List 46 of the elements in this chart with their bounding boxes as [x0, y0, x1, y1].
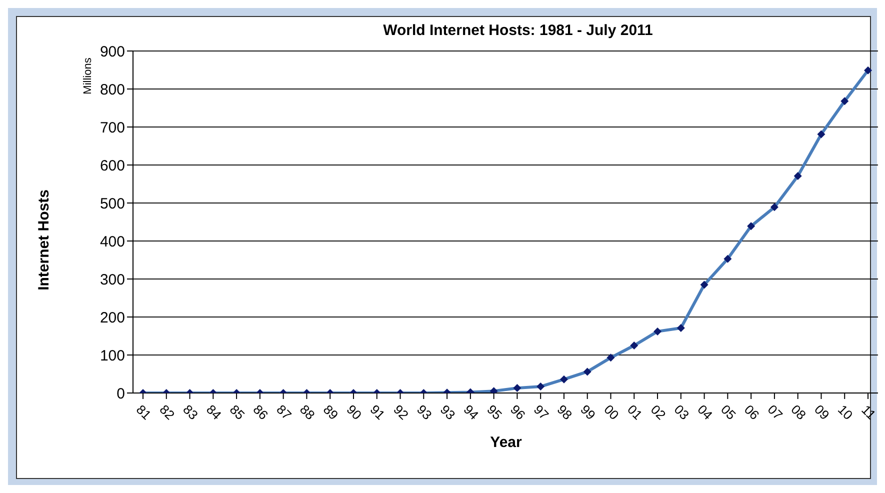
x-tick-label: 11 — [858, 402, 879, 422]
chart-title: World Internet Hosts: 1981 - July 2011 — [382, 22, 654, 39]
y-tick-label: 700 — [100, 119, 125, 136]
x-tick-label: 89 — [320, 402, 342, 423]
x-tick-label: 03 — [671, 402, 692, 423]
y-tick-label: 800 — [100, 81, 125, 98]
text: Millions — [82, 58, 94, 94]
x-tick-label: 04 — [694, 402, 716, 423]
x-tick-label: 00 — [601, 402, 622, 423]
x-tick-label: 90 — [344, 402, 365, 423]
x-tick-label: 85 — [226, 402, 248, 423]
y-tick-label: 600 — [100, 157, 125, 174]
y-tick-label: 400 — [100, 233, 125, 250]
y-tick-label: 0 — [116, 385, 125, 402]
x-tick-label: 98 — [554, 402, 576, 423]
x-tick-label: 83 — [180, 402, 201, 423]
x-tick-label: 88 — [297, 402, 318, 423]
x-tick-label: 99 — [578, 402, 599, 423]
x-tick-label: 84 — [203, 402, 224, 423]
x-tick-label: 95 — [484, 402, 505, 423]
y-axis-title: Internet Hosts — [36, 190, 52, 290]
y-tick-label: 300 — [100, 271, 125, 288]
y-tick-label: 900 — [100, 43, 125, 60]
y-tick-label: 100 — [100, 347, 125, 364]
x-tick-label: 91 — [367, 402, 388, 423]
x-tick-label: 93 — [437, 402, 458, 423]
x-tick-label: 01 — [624, 402, 646, 423]
x-tick-label: 06 — [741, 402, 762, 423]
x-tick-label: 09 — [812, 402, 832, 423]
x-tick-label: 81 — [133, 402, 154, 423]
x-tick-label: 93 — [414, 402, 435, 423]
x-tick-label: 97 — [530, 402, 552, 423]
x-tick-label: 96 — [508, 402, 528, 423]
x-tick-label: 10 — [834, 402, 856, 423]
x-tick-label: 08 — [788, 402, 810, 423]
y-tick-label: 500 — [100, 195, 125, 212]
x-tick-label: 02 — [648, 402, 669, 423]
x-tick-label: 94 — [460, 402, 482, 423]
x-tick-label: 05 — [718, 402, 739, 423]
x-tick-label: 87 — [274, 402, 294, 423]
x-tick-label: 07 — [764, 402, 786, 423]
x-axis-title: Year — [489, 434, 523, 451]
x-tick-label: 86 — [250, 402, 272, 423]
x-tick-label: 82 — [156, 402, 178, 423]
y-tick-label: 200 — [100, 309, 125, 326]
x-tick-label: 92 — [390, 402, 412, 423]
